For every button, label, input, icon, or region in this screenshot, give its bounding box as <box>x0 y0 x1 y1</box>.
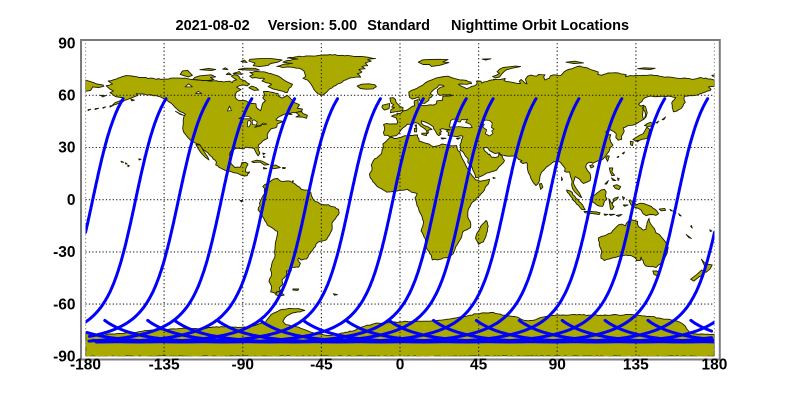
svg-text:45: 45 <box>470 356 488 373</box>
svg-text:Nighttime Orbit Locations: Nighttime Orbit Locations <box>451 18 629 34</box>
svg-text:180: 180 <box>702 356 728 373</box>
svg-text:90: 90 <box>58 35 75 52</box>
svg-text:-60: -60 <box>53 296 75 313</box>
svg-text:Version: 5.00: Version: 5.00 <box>268 18 357 34</box>
svg-text:30: 30 <box>58 140 75 157</box>
svg-text:0: 0 <box>67 192 76 209</box>
svg-text:-45: -45 <box>310 356 333 373</box>
svg-text:90: 90 <box>549 356 566 373</box>
svg-text:2021-08-02: 2021-08-02 <box>176 18 250 34</box>
svg-text:-30: -30 <box>53 244 75 261</box>
svg-text:-90: -90 <box>232 356 254 373</box>
svg-text:-90: -90 <box>53 349 75 366</box>
svg-text:-135: -135 <box>149 356 180 373</box>
svg-text:135: 135 <box>623 356 649 373</box>
svg-text:60: 60 <box>58 88 75 105</box>
svg-text:0: 0 <box>396 356 405 373</box>
svg-text:-180: -180 <box>70 356 101 373</box>
svg-text:Standard: Standard <box>367 18 430 34</box>
